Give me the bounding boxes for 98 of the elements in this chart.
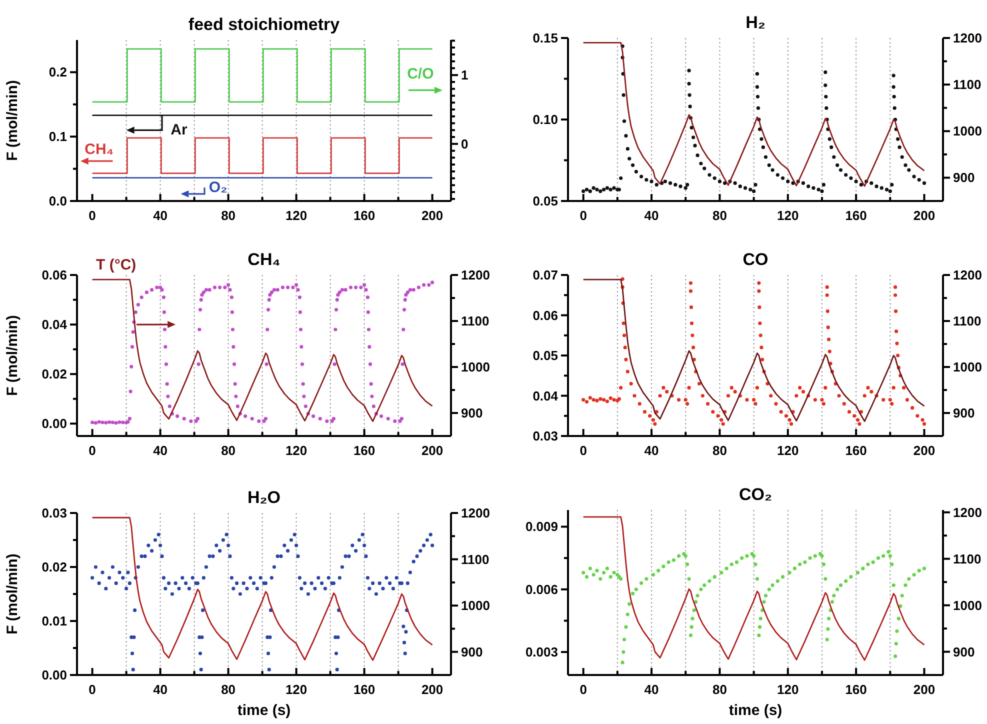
y-tick-label: 0.006 <box>525 582 558 597</box>
y2-tick-label: 1200 <box>461 506 490 520</box>
x-tick-label: 40 <box>153 443 168 458</box>
x-tick-label: 120 <box>777 208 799 223</box>
y2-tick-label: 900 <box>461 644 483 660</box>
x-tick-label: 40 <box>153 682 168 697</box>
x-tick-label: 160 <box>845 443 867 458</box>
y-tick-label: 0.04 <box>532 388 559 404</box>
y-tick-label: 0.0 <box>48 194 67 208</box>
x-tick-label: 200 <box>913 443 936 458</box>
series-label: CH₄ <box>84 140 114 158</box>
y-tick-label: 0.02 <box>42 366 67 382</box>
y2-tick-label: 1100 <box>953 77 982 92</box>
y2-tick-label: 900 <box>953 406 975 420</box>
x-tick-label: 120 <box>777 443 799 458</box>
x-tick-label: 80 <box>221 443 236 458</box>
x-tick-label: 0 <box>580 208 587 223</box>
legend-label: Ar <box>170 122 188 139</box>
y-tick-label: 0.04 <box>42 317 68 332</box>
y-axis-title: F (mol/min) <box>4 554 21 634</box>
legend-label: O₂ <box>208 178 228 196</box>
y-tick-label: 0.06 <box>532 308 558 323</box>
x-tick-label: 200 <box>421 208 444 223</box>
x-tick-label: 0 <box>580 682 587 697</box>
x-tick-label: 40 <box>644 443 659 458</box>
line-series <box>92 516 433 661</box>
x-tick-label: 80 <box>712 208 727 223</box>
y2-tick-label: 900 <box>461 406 483 420</box>
x-tick-label: 200 <box>421 443 444 458</box>
y2-tick-label: 1000 <box>953 598 982 613</box>
chart-title: CO <box>742 250 768 269</box>
x-tick-label: 120 <box>777 682 799 697</box>
y2-tick-label: 1200 <box>953 504 982 520</box>
y2-tick-label: 1100 <box>461 552 490 567</box>
x-tick-label: 80 <box>712 443 727 458</box>
y-tick-label: 0.15 <box>532 30 558 46</box>
y-tick-label: 0.009 <box>525 519 558 534</box>
x-tick-label: 0 <box>88 682 96 697</box>
y2-tick-label: 900 <box>953 644 975 660</box>
x-tick-label: 0 <box>88 208 96 223</box>
y2-tick-label: 1000 <box>953 124 982 139</box>
y2-tick-label: 1200 <box>953 30 982 46</box>
x-tick-label: 120 <box>285 208 308 223</box>
x-tick-label: 200 <box>913 682 936 697</box>
chart-title: CO₂ <box>738 485 772 504</box>
y2-tick-label: 1200 <box>953 268 982 282</box>
y-tick-label: 0.01 <box>42 614 67 628</box>
y2-tick-label: 1200 <box>461 268 490 282</box>
x-tick-label: 200 <box>421 682 444 697</box>
y-tick-label: 0.03 <box>532 428 558 444</box>
x-tick-label: 160 <box>845 208 867 223</box>
x-axis-title: time (s) <box>237 702 291 719</box>
x-tick-label: 160 <box>845 682 867 697</box>
y-tick-label: 0.06 <box>42 268 67 282</box>
x-tick-label: 0 <box>88 443 96 458</box>
x-tick-label: 40 <box>153 208 168 223</box>
x-tick-label: 80 <box>221 682 236 697</box>
x-tick-label: 160 <box>353 208 376 223</box>
x-tick-label: 120 <box>285 443 308 458</box>
x-tick-label: 40 <box>644 682 659 697</box>
y-tick-label: 0.00 <box>42 416 67 432</box>
y2-tick-label: 0 <box>461 136 468 152</box>
y2-tick-label: 1100 <box>953 314 982 328</box>
x-tick-label: 40 <box>644 208 659 223</box>
x-tick-label: 120 <box>285 682 308 697</box>
y-axis-title: F (mol/min) <box>4 80 21 161</box>
x-tick-label: 80 <box>221 208 236 223</box>
series-label: C/O <box>407 66 434 83</box>
y-tick-label: 0.07 <box>532 268 558 282</box>
x-tick-label: 160 <box>353 682 376 697</box>
y2-tick-label: 900 <box>953 170 975 186</box>
y2-tick-label: 1000 <box>461 598 490 614</box>
y-tick-label: 0.10 <box>532 112 558 127</box>
y-tick-label: 0.003 <box>525 644 558 660</box>
x-axis-title: time (s) <box>728 702 782 719</box>
series-label: T (°C) <box>96 256 136 274</box>
y-tick-label: 0.00 <box>42 668 67 682</box>
y-tick-label: 0.03 <box>42 506 67 520</box>
y-tick-label: 0.02 <box>42 560 67 574</box>
chart-title: H₂O <box>247 488 281 507</box>
y2-tick-label: 1000 <box>953 360 982 374</box>
chart-title: CH₄ <box>248 250 280 269</box>
x-tick-label: 200 <box>913 208 936 223</box>
y2-tick-label: 1100 <box>953 551 982 566</box>
y-tick-label: 0.2 <box>48 64 67 80</box>
y-tick-label: 0.05 <box>532 348 558 363</box>
chart-title: feed stoichiometry <box>188 15 340 34</box>
line-series <box>582 516 925 661</box>
y2-tick-label: 1 <box>461 68 468 83</box>
y2-tick-label: 1100 <box>461 314 490 328</box>
y-tick-label: 0.1 <box>48 129 67 144</box>
y-tick-label: 0.05 <box>532 194 558 208</box>
chart-title: H₂ <box>746 13 766 32</box>
x-tick-label: 80 <box>712 682 727 697</box>
x-tick-label: 160 <box>353 443 376 458</box>
y2-tick-label: 1000 <box>461 360 490 374</box>
y-axis-title: F (mol/min) <box>4 315 21 396</box>
x-tick-label: 0 <box>580 443 587 458</box>
